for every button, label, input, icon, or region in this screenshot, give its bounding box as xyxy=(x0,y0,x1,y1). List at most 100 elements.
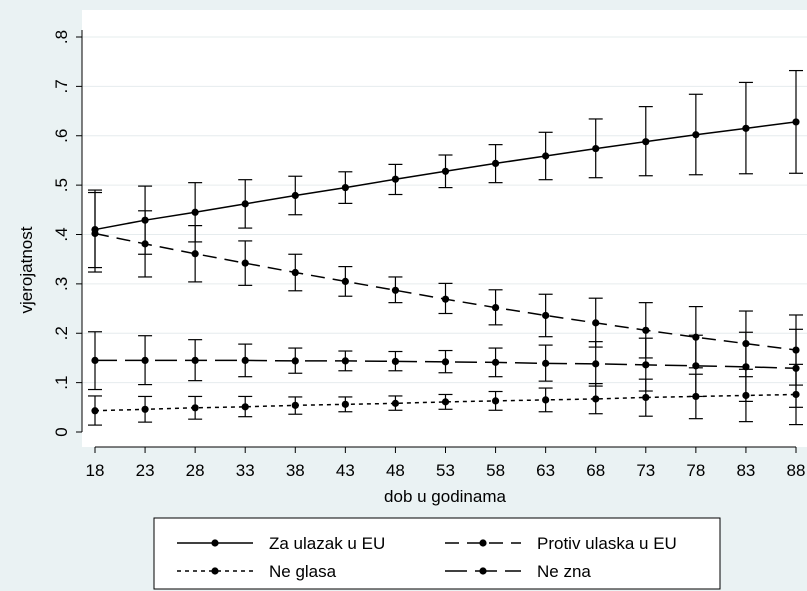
y-tick-label: .4 xyxy=(52,227,71,241)
data-point xyxy=(491,159,500,167)
data-point xyxy=(692,362,700,370)
x-tick-label: 23 xyxy=(136,461,155,480)
legend-label: Za ulazak u EU xyxy=(269,534,385,553)
x-tick-label: 28 xyxy=(186,461,205,480)
series-line xyxy=(94,393,797,412)
y-axis-ticks: 0 .1 .2 .3 .4 .5 .6 .7 .8 xyxy=(52,30,82,437)
data-point xyxy=(91,407,99,415)
data-point xyxy=(491,358,500,366)
x-tick-label: 48 xyxy=(386,461,405,480)
data-point xyxy=(291,268,299,277)
data-point xyxy=(792,364,800,372)
data-point xyxy=(291,191,299,200)
x-tick-label: 33 xyxy=(236,461,255,480)
legend-label: Ne glasa xyxy=(269,562,337,581)
legend-item: Za ulazak u EU xyxy=(177,534,385,553)
legend-label: Protiv ulaska u EU xyxy=(537,534,677,553)
x-tick-label: 73 xyxy=(636,461,655,480)
x-axis-title: dob u godinama xyxy=(384,487,506,506)
y-axis-title: vjerojatnost xyxy=(17,226,36,313)
data-point xyxy=(592,144,600,153)
data-point xyxy=(241,356,249,365)
x-tick-label: 68 xyxy=(586,461,605,480)
data-point xyxy=(592,360,600,368)
x-tick-label: 38 xyxy=(286,461,305,480)
x-axis-ticks: 18 23 28 33 38 43 48 53 58 63 68 73 78 83 88 xyxy=(86,447,806,480)
data-point xyxy=(191,404,199,412)
data-point xyxy=(241,259,249,267)
data-point xyxy=(742,363,750,371)
data-point xyxy=(91,229,99,238)
data-point xyxy=(441,398,450,406)
data-point xyxy=(742,124,750,132)
y-tick-label: .8 xyxy=(52,30,71,44)
legend-marker xyxy=(479,567,487,575)
legend-marker xyxy=(211,567,219,575)
data-point xyxy=(441,295,450,303)
data-point xyxy=(341,357,349,365)
data-point xyxy=(642,138,650,146)
data-point xyxy=(141,240,149,248)
x-tick-label: 43 xyxy=(336,461,355,480)
data-point xyxy=(441,358,450,366)
data-point xyxy=(191,250,199,258)
data-point xyxy=(291,357,299,365)
data-point xyxy=(542,396,550,404)
data-point xyxy=(642,361,650,369)
x-tick-label: 63 xyxy=(536,461,555,480)
legend-box xyxy=(153,517,721,590)
legend-marker xyxy=(479,539,487,547)
legend-item: Ne glasa xyxy=(177,562,337,581)
data-point xyxy=(341,400,349,408)
y-tick-label: .7 xyxy=(52,79,71,93)
data-point xyxy=(592,395,600,403)
data-point xyxy=(391,357,400,365)
legend: Za ulazak u EU Protiv ulaska u EU Ne glasa… xyxy=(177,534,677,581)
y-tick-label: 0 xyxy=(52,427,71,436)
x-tick-label: 53 xyxy=(436,461,455,480)
data-point xyxy=(341,183,349,192)
legend-item: Ne zna xyxy=(445,562,591,581)
data-point xyxy=(391,399,400,407)
y-tick-label: .3 xyxy=(52,277,71,291)
y-tick-label: .2 xyxy=(52,326,71,340)
legend-label: Ne zna xyxy=(537,562,591,581)
data-point xyxy=(341,277,349,286)
data-point xyxy=(241,200,249,208)
data-point xyxy=(191,356,199,365)
y-tick-label: .1 xyxy=(52,376,71,390)
data-point xyxy=(391,286,400,294)
legend-marker xyxy=(211,539,219,547)
data-point xyxy=(191,208,199,216)
data-point xyxy=(542,359,550,367)
data-point xyxy=(542,311,550,320)
y-tick-label: .6 xyxy=(52,129,71,143)
data-point xyxy=(441,167,450,175)
data-point xyxy=(792,118,800,126)
data-point xyxy=(241,403,249,411)
x-tick-label: 88 xyxy=(787,461,806,480)
x-tick-label: 83 xyxy=(736,461,755,480)
data-point xyxy=(692,131,700,139)
data-point xyxy=(141,356,149,365)
plot-area xyxy=(82,10,807,447)
data-point xyxy=(592,319,600,327)
legend-item: Protiv ulaska u EU xyxy=(445,534,677,553)
data-point xyxy=(91,356,99,365)
data-point xyxy=(642,326,650,334)
data-point xyxy=(491,397,500,405)
series-2 xyxy=(88,191,803,386)
series-4 xyxy=(88,328,803,408)
data-point xyxy=(391,175,400,183)
x-tick-label: 78 xyxy=(686,461,705,480)
data-point xyxy=(291,401,299,409)
data-point xyxy=(491,303,500,312)
x-tick-label: 58 xyxy=(486,461,505,480)
x-tick-label: 18 xyxy=(86,461,105,480)
series-layer xyxy=(88,69,803,426)
data-point xyxy=(542,152,550,160)
y-tick-label: .5 xyxy=(52,178,71,192)
data-point xyxy=(642,393,650,402)
data-point xyxy=(141,405,149,413)
